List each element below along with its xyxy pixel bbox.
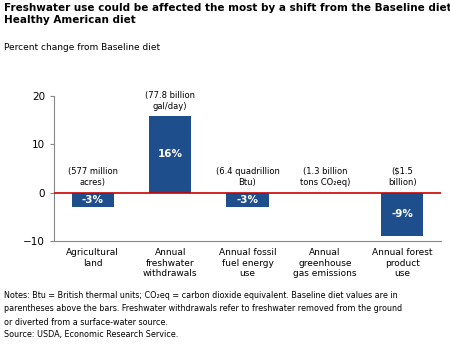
Text: or diverted from a surface-water source.: or diverted from a surface-water source. xyxy=(4,318,168,327)
Text: (577 million
acres): (577 million acres) xyxy=(68,167,118,187)
Text: -3%: -3% xyxy=(82,195,104,205)
Text: 0%: 0% xyxy=(316,195,334,205)
Text: Source: USDA, Economic Research Service.: Source: USDA, Economic Research Service. xyxy=(4,330,179,339)
Text: Healthy American diet: Healthy American diet xyxy=(4,15,136,25)
Text: -3%: -3% xyxy=(237,195,258,205)
Bar xyxy=(381,193,423,236)
Text: parentheses above the bars. Freshwater withdrawals refer to freshwater removed f: parentheses above the bars. Freshwater w… xyxy=(4,304,403,313)
Bar xyxy=(72,193,114,207)
Text: (6.4 quadrillion
Btu): (6.4 quadrillion Btu) xyxy=(216,167,279,187)
Text: (77.8 billion
gal/day): (77.8 billion gal/day) xyxy=(145,91,195,111)
Text: Notes: Btu = British thermal units; CO₂eq = carbon dioxide equivalent. Baseline : Notes: Btu = British thermal units; CO₂e… xyxy=(4,291,398,300)
Text: -9%: -9% xyxy=(391,209,413,219)
Text: (1.3 billion
tons CO₂eq): (1.3 billion tons CO₂eq) xyxy=(300,167,350,187)
Text: 16%: 16% xyxy=(158,149,183,159)
Text: ($1.5
billion): ($1.5 billion) xyxy=(388,167,416,187)
Text: Percent change from Baseline diet: Percent change from Baseline diet xyxy=(4,43,161,52)
Bar xyxy=(149,116,191,193)
Text: Freshwater use could be affected the most by a shift from the Baseline diet to t: Freshwater use could be affected the mos… xyxy=(4,3,450,13)
Bar xyxy=(226,193,269,207)
